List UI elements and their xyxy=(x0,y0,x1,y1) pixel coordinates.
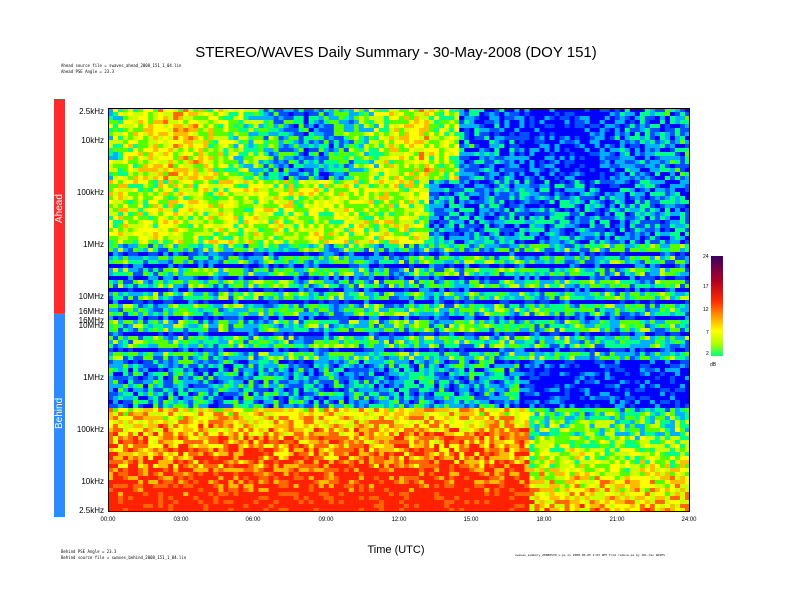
behind-ytick: 2.5kHz xyxy=(79,506,104,515)
chart-title: STEREO/WAVES Daily Summary - 30-May-2008… xyxy=(195,44,597,61)
ahead-pse-line: Ahead PSE Angle = 23.3 xyxy=(61,69,114,74)
ahead-ytick: 1MHz xyxy=(83,240,104,249)
spectrogram-plot xyxy=(108,108,690,512)
behind-ytick: 100kHz xyxy=(76,425,104,434)
ahead-ytick: 10MHz xyxy=(78,292,104,301)
x-tick-label: 06:00 xyxy=(245,517,261,523)
ahead-ytick: 100kHz xyxy=(76,188,104,197)
ahead-ytick: 16MHz xyxy=(78,307,104,316)
x-tick-label: 00:00 xyxy=(100,517,116,523)
x-axis-label: Time (UTC) xyxy=(367,544,425,556)
plot-frame xyxy=(108,108,690,512)
behind-band: Behind xyxy=(54,313,65,517)
x-tick-label: 03:00 xyxy=(173,517,189,523)
footer-provenance: swaves_summary_20080530_v.ps on 2008-06-… xyxy=(515,553,665,557)
x-tick-label: 18:00 xyxy=(536,517,552,523)
ahead-source-line: Ahead source file = swaves_ahead_2008_15… xyxy=(61,63,182,68)
x-tick-label: 21:00 xyxy=(609,517,625,523)
behind-ytick: 10MHz xyxy=(78,321,104,330)
behind-ytick: 16MHz xyxy=(78,316,104,325)
behind-pse-line: Behind PSE Angle = 23.3 xyxy=(61,549,117,554)
behind-source-line: Behind source file = swaves_behind_2008_… xyxy=(61,555,187,560)
x-tick-label: 12:00 xyxy=(391,517,407,523)
behind-ytick: 1MHz xyxy=(83,373,104,382)
colorbar-tick: 17 xyxy=(703,284,709,290)
colorbar-tick: 7 xyxy=(706,330,709,336)
behind-ytick: 10kHz xyxy=(81,477,104,486)
colorbar-tick: 2 xyxy=(706,351,709,357)
colorbar-unit: dB xyxy=(710,362,717,368)
x-tick-label: 24:00 xyxy=(681,517,697,523)
colorbar xyxy=(711,256,723,356)
colorbar-tick: 24 xyxy=(703,254,709,260)
ahead-label: Ahead xyxy=(54,194,65,223)
ahead-ytick: 10kHz xyxy=(81,136,104,145)
spectrogram-cells xyxy=(108,108,690,512)
ahead-ytick: 2.5kHz xyxy=(79,107,104,116)
ahead-band: Ahead xyxy=(54,99,65,313)
x-tick-label: 09:00 xyxy=(318,517,334,523)
colorbar-tick: 12 xyxy=(703,307,709,313)
x-tick-label: 15:00 xyxy=(463,517,479,523)
